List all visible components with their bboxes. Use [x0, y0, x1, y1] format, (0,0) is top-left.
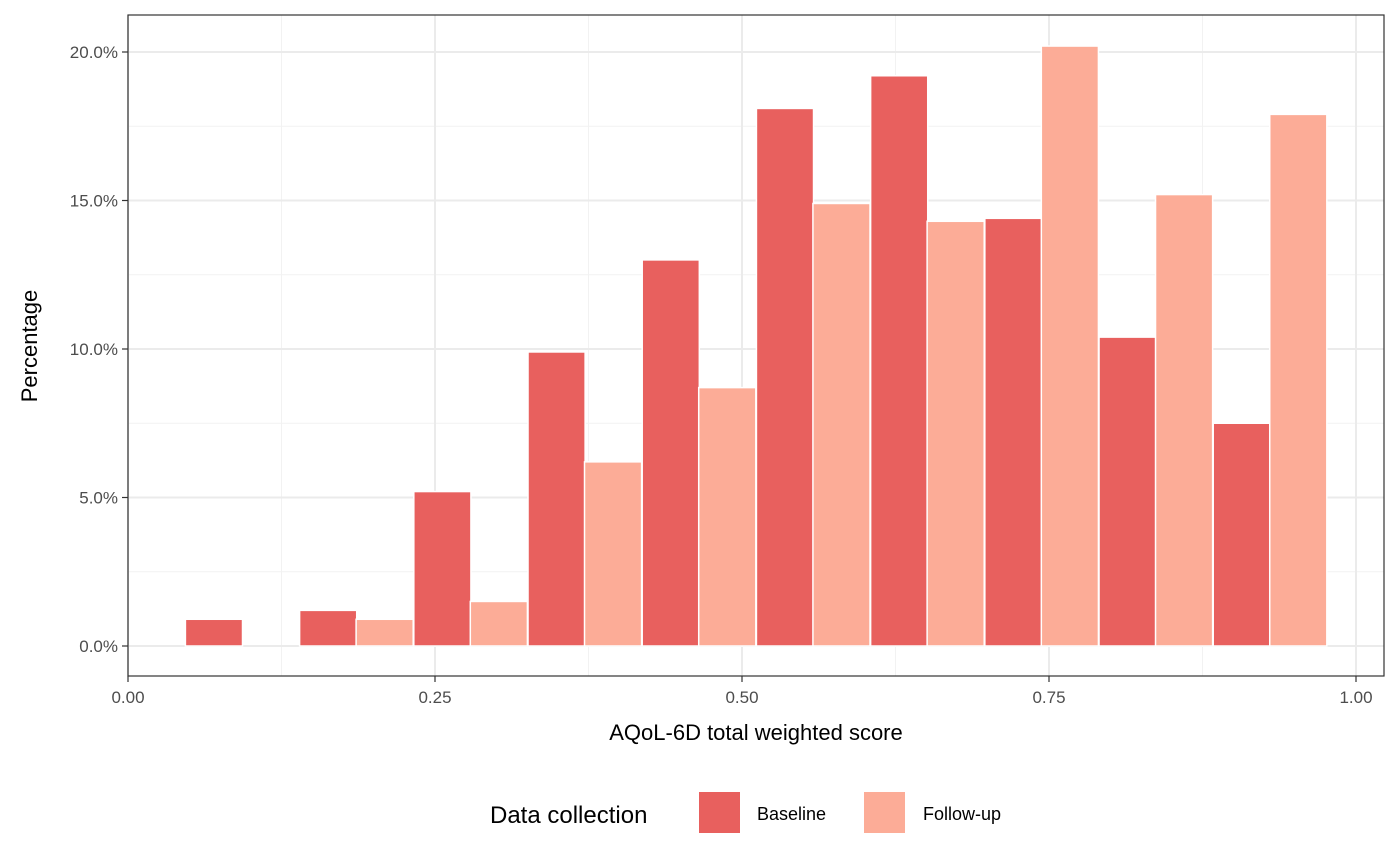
x-tick-label: 0.25 — [418, 688, 451, 707]
bar-follow-up — [469, 600, 529, 647]
bar-baseline — [1212, 422, 1272, 647]
bar-follow-up — [926, 220, 985, 647]
bar-follow-up — [1154, 193, 1214, 647]
bar-baseline — [413, 490, 472, 647]
histogram-bars — [184, 45, 1328, 647]
x-tick-label: 0.50 — [725, 688, 758, 707]
x-axis-title: AQoL-6D total weighted score — [609, 720, 903, 745]
bar-baseline — [984, 217, 1043, 647]
y-axis-title: Percentage — [17, 290, 42, 403]
bar-baseline — [755, 107, 815, 647]
bar-baseline — [641, 259, 701, 647]
panel-border — [127, 14, 1385, 677]
y-tick-label: 15.0% — [70, 192, 118, 211]
bar-follow-up — [1268, 113, 1328, 647]
legend-title: Data collection — [490, 802, 647, 829]
x-tick-label: 0.00 — [111, 688, 144, 707]
bar-baseline — [184, 618, 244, 647]
bar-follow-up — [812, 202, 871, 647]
y-tick-label: 0.0% — [79, 637, 118, 656]
bar-baseline — [1098, 336, 1157, 647]
bar-follow-up — [355, 618, 414, 647]
legend-label-baseline: Baseline — [757, 804, 826, 824]
x-tick-label: 0.75 — [1032, 688, 1065, 707]
legend-swatch-baseline — [699, 792, 740, 833]
bar-baseline — [527, 351, 586, 647]
y-tick-label: 5.0% — [79, 489, 118, 508]
legend: Data collection Baseline Follow-up — [490, 792, 1001, 833]
y-axis-ticks: 0.0% 5.0% 10.0% 15.0% 20.0% — [70, 43, 128, 656]
legend-swatch-follow-up — [864, 792, 905, 833]
bar-follow-up — [583, 461, 643, 647]
bar-baseline — [298, 609, 358, 647]
x-axis-ticks: 0.00 0.25 0.50 0.75 1.00 — [111, 676, 1373, 707]
y-tick-label: 10.0% — [70, 340, 118, 359]
legend-label-follow-up: Follow-up — [923, 804, 1001, 824]
y-tick-label: 20.0% — [70, 43, 118, 62]
bar-baseline — [869, 75, 929, 647]
x-tick-label: 1.00 — [1339, 688, 1372, 707]
bar-follow-up — [697, 386, 757, 647]
bar-follow-up — [1040, 45, 1100, 647]
